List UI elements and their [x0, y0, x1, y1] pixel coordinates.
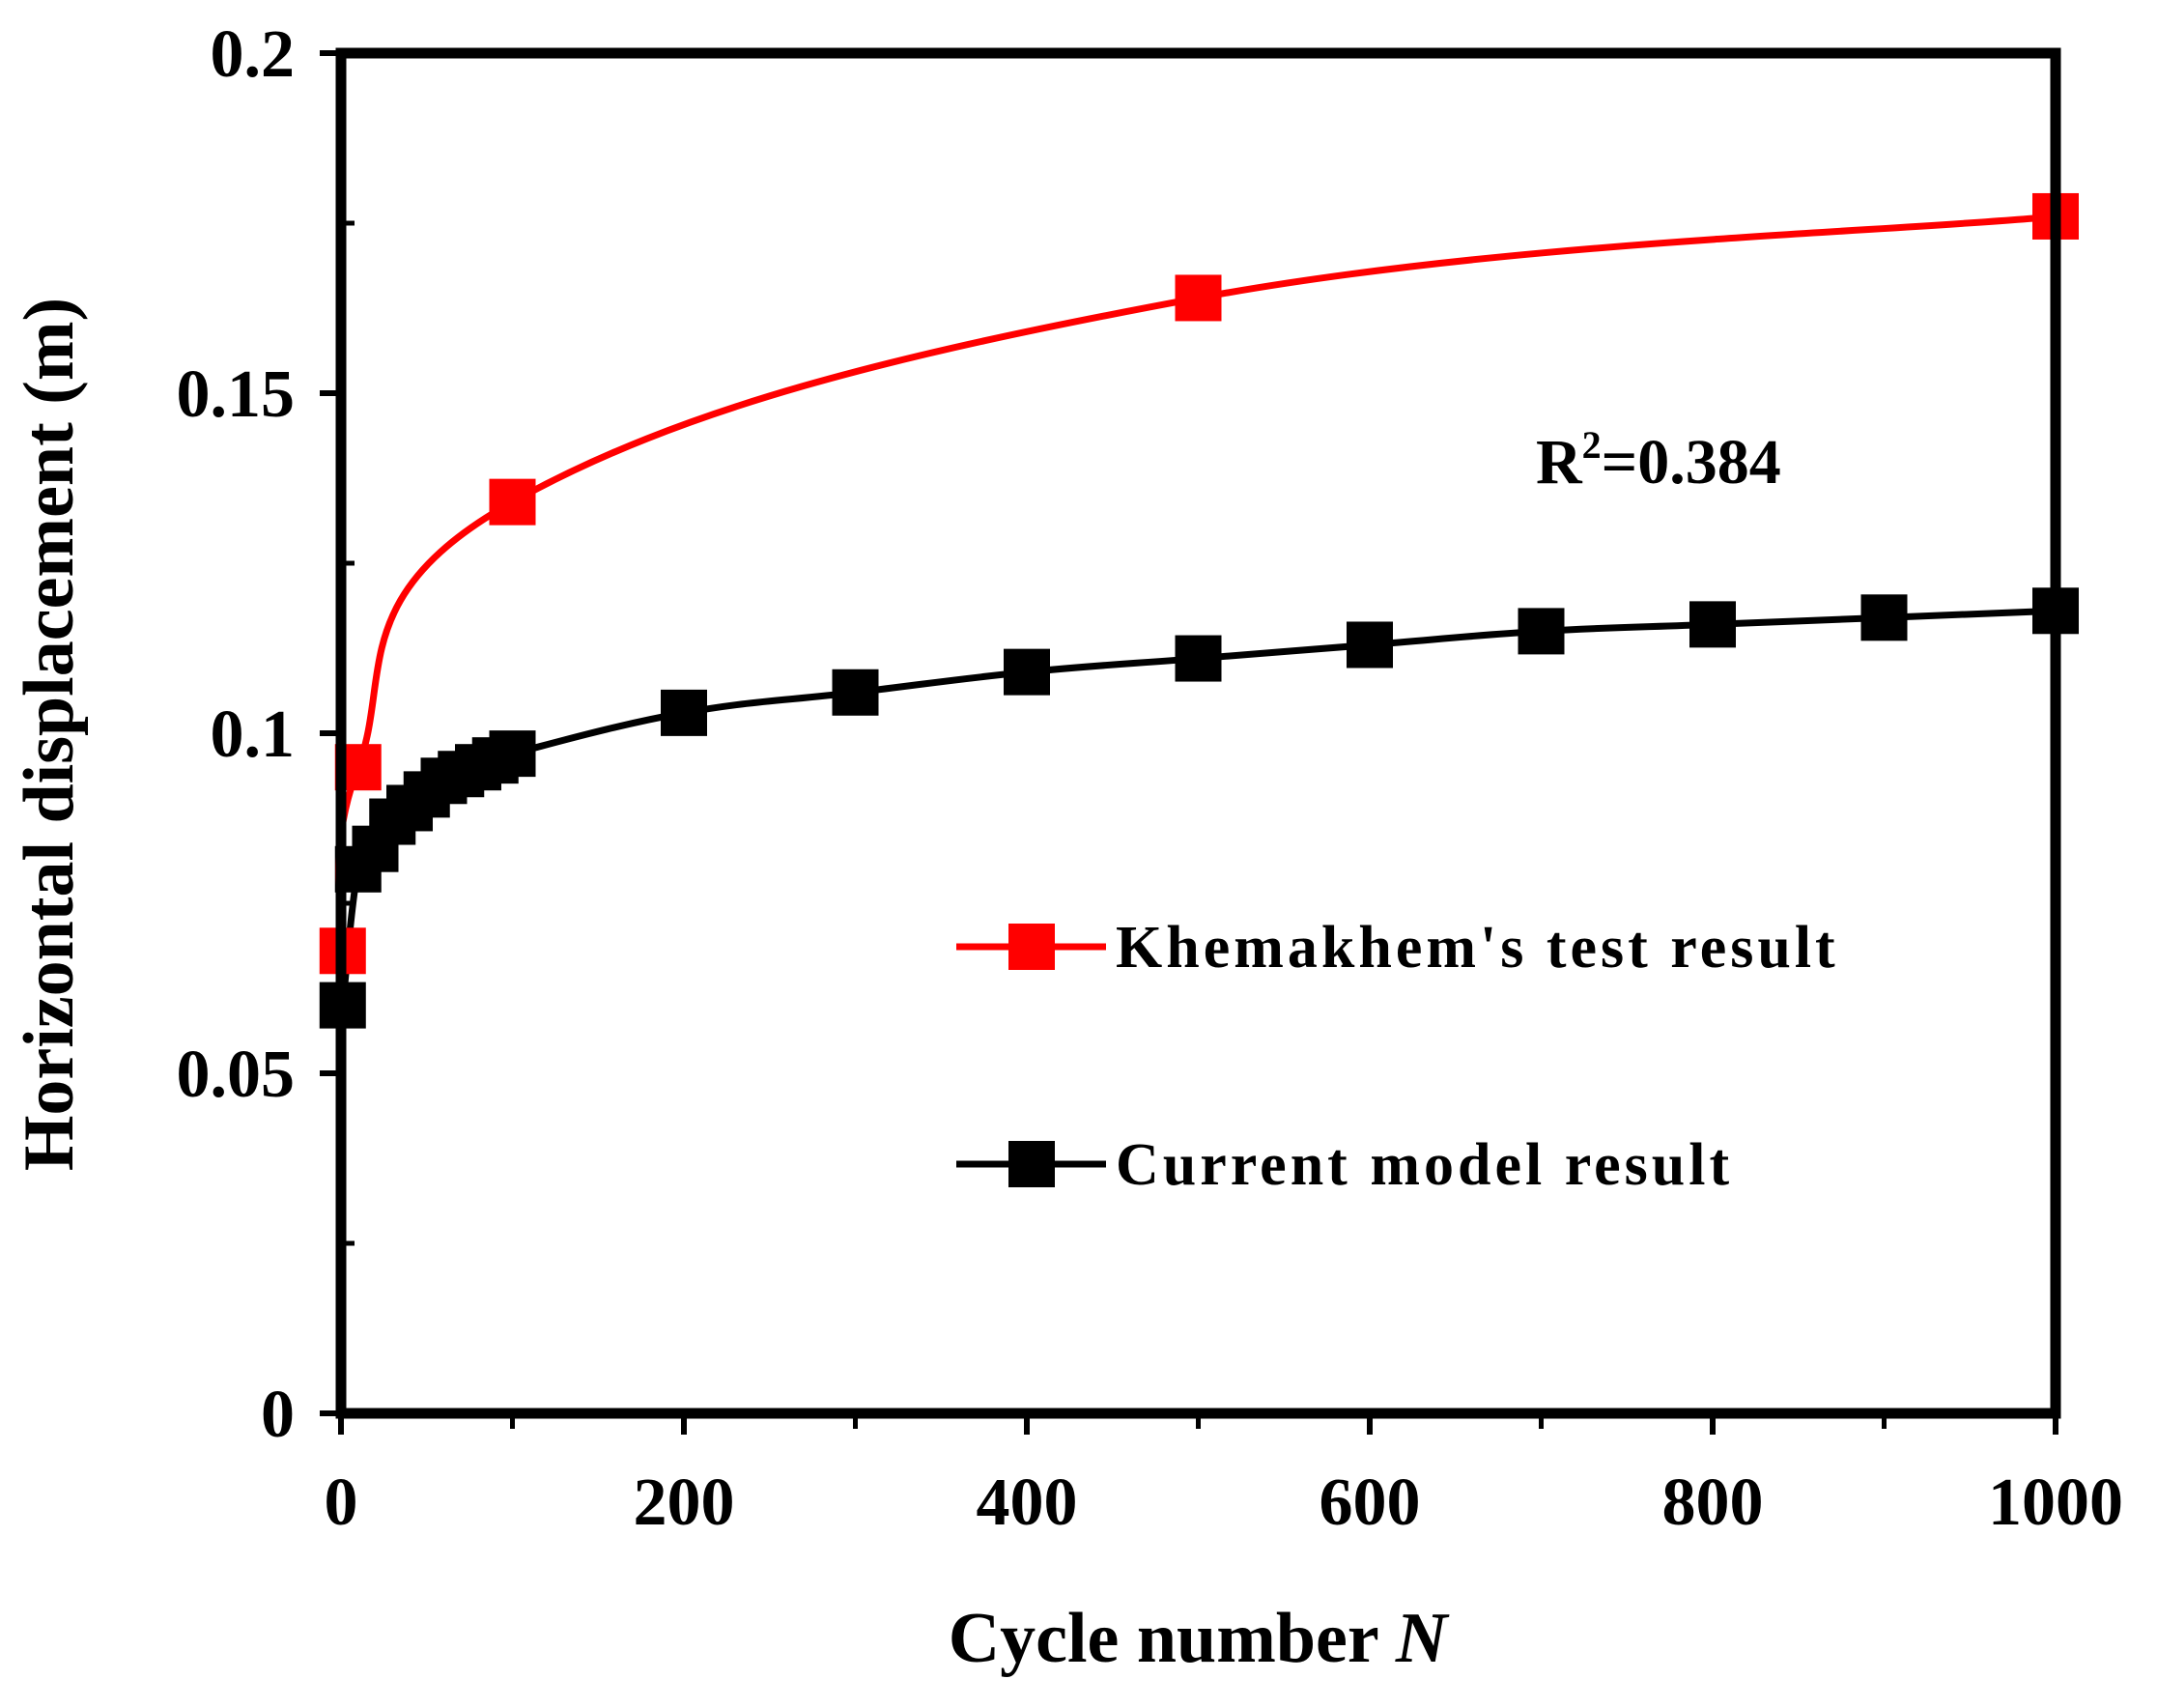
legend: Khemakhem's test result Current model re… — [956, 915, 1839, 1198]
series-model — [319, 587, 2079, 1029]
legend-label-model: Current model result — [1116, 1132, 1733, 1198]
data-point — [1175, 274, 1222, 322]
x-tick-label: 600 — [1320, 1466, 1421, 1540]
data-point — [489, 478, 536, 526]
series-khemakhem — [319, 192, 2079, 975]
x-axis-title: Cycle number N — [949, 1599, 1450, 1678]
x-tick-label: 800 — [1662, 1466, 1764, 1540]
y-axis-title: Horizontal displacement (m) — [10, 298, 89, 1171]
r-squared-annotation: R2=0.384 — [1536, 423, 1781, 498]
data-point — [1860, 594, 1908, 641]
data-point — [832, 669, 879, 716]
y-tick-label: 0.15 — [177, 357, 296, 432]
legend-label-khemakhem: Khemakhem's test result — [1116, 915, 1839, 981]
data-point — [1347, 621, 1393, 669]
y-tick-label: 0.2 — [211, 17, 296, 92]
data-point — [1518, 608, 1565, 655]
data-point — [661, 689, 707, 736]
series-layer — [319, 192, 2079, 1029]
y-tick-label: 0.1 — [211, 697, 296, 772]
data-point — [1689, 601, 1736, 648]
y-tick-label: 0.05 — [177, 1038, 296, 1112]
x-tick-label: 1000 — [1988, 1466, 2123, 1540]
y-tick-label: 0 — [261, 1378, 295, 1452]
data-point — [489, 730, 536, 778]
tick-layer: 0 200 400 600 800 1000 0 0.05 0.1 0.15 0.2 — [177, 17, 2124, 1540]
legend-marker-model — [1008, 1141, 1055, 1187]
data-point — [1004, 648, 1050, 696]
data-point — [1175, 635, 1222, 682]
legend-marker-khemakhem — [1008, 924, 1055, 970]
x-tick-label: 200 — [634, 1466, 735, 1540]
x-tick-label: 0 — [325, 1466, 358, 1540]
x-tick-label: 400 — [977, 1466, 1078, 1540]
